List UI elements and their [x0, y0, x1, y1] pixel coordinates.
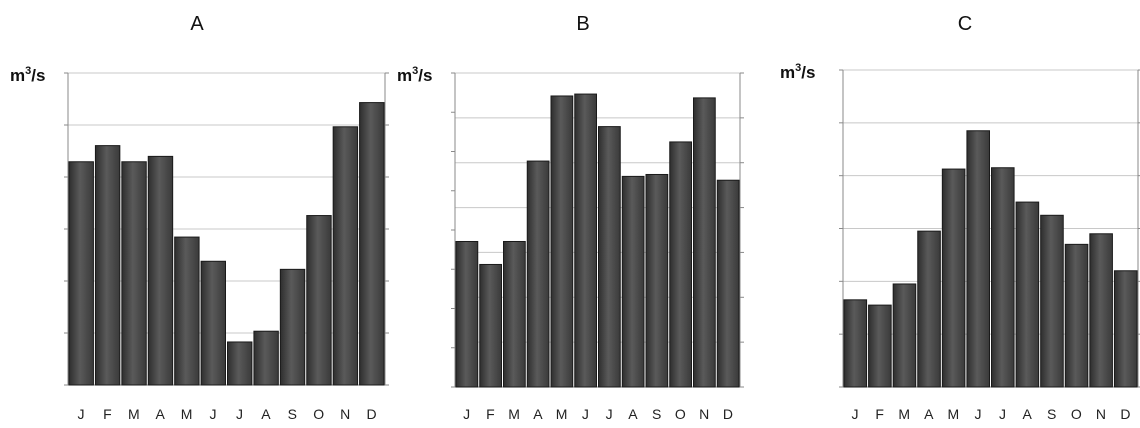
- x-tick-label: J: [582, 406, 590, 422]
- bar-6: [575, 94, 597, 387]
- x-tick-label: A: [1022, 406, 1032, 422]
- x-tick-label: M: [948, 406, 960, 422]
- y-axis-unit-label: m3/s: [780, 62, 815, 82]
- x-tick-label: D: [366, 406, 377, 422]
- bar-12: [1114, 271, 1137, 387]
- chart-title: B: [576, 13, 589, 35]
- x-tick-label: M: [181, 406, 193, 422]
- chart-title: C: [958, 13, 972, 35]
- x-tick-label: O: [1071, 406, 1082, 422]
- bar-12: [717, 180, 739, 387]
- chart-title: A: [190, 13, 204, 35]
- bar-5: [551, 96, 573, 387]
- bar-8: [1016, 202, 1039, 387]
- x-tick-label: M: [128, 406, 140, 422]
- bar-11: [1090, 234, 1113, 387]
- x-tick-label: A: [924, 406, 934, 422]
- x-tick-label: J: [606, 406, 614, 422]
- x-tick-label: J: [236, 406, 244, 422]
- x-tick-label: M: [898, 406, 910, 422]
- x-tick-label: S: [1047, 406, 1057, 422]
- bar-5: [175, 237, 199, 385]
- bar-9: [1041, 215, 1064, 387]
- x-tick-label: A: [533, 406, 543, 422]
- x-tick-label: N: [340, 406, 351, 422]
- chart-panel-c: Cm3/sJ F M A M J J A S O N D: [780, 13, 1140, 422]
- x-tick-label: S: [652, 406, 662, 422]
- bar-9: [646, 174, 668, 387]
- x-tick-label: N: [1096, 406, 1107, 422]
- bar-11: [333, 127, 357, 385]
- bar-10: [1065, 244, 1088, 387]
- bar-2: [480, 264, 502, 387]
- chart-panel-a: Am3/sJ F M A M J J A S O N D: [10, 13, 389, 422]
- bar-1: [69, 162, 93, 385]
- chart-panel-b: Bm3/sJ F M A M J J A S O N D: [397, 13, 744, 422]
- bar-5: [942, 169, 965, 387]
- x-tick-label: A: [156, 406, 166, 422]
- x-tick-label: F: [875, 406, 884, 422]
- bar-3: [122, 162, 146, 385]
- x-tick-label: F: [486, 406, 495, 422]
- bar-8: [622, 176, 644, 387]
- bar-10: [307, 216, 331, 385]
- x-tick-label: J: [463, 406, 471, 422]
- bar-9: [280, 269, 304, 385]
- bar-8: [254, 331, 278, 385]
- bar-10: [670, 142, 692, 387]
- x-tick-label: D: [723, 406, 734, 422]
- x-tick-label: N: [699, 406, 710, 422]
- x-tick-label: O: [313, 406, 324, 422]
- x-tick-label: A: [628, 406, 638, 422]
- x-tick-label: D: [1120, 406, 1131, 422]
- x-tick-label: M: [556, 406, 568, 422]
- x-tick-label: J: [852, 406, 860, 422]
- x-tick-label: J: [974, 406, 982, 422]
- bar-2: [95, 146, 119, 385]
- x-tick-label: S: [288, 406, 298, 422]
- bar-1: [456, 241, 478, 387]
- bar-7: [992, 168, 1015, 387]
- x-tick-label: J: [77, 406, 85, 422]
- bar-7: [599, 127, 621, 387]
- x-tick-label: M: [508, 406, 520, 422]
- x-tick-label: J: [999, 406, 1007, 422]
- bar-2: [869, 305, 892, 387]
- y-axis-unit-label: m3/s: [397, 65, 432, 85]
- bar-1: [844, 300, 867, 387]
- bar-11: [694, 98, 716, 387]
- bar-4: [148, 156, 172, 385]
- x-tick-label: F: [103, 406, 112, 422]
- bar-4: [918, 231, 941, 387]
- bar-4: [527, 161, 549, 387]
- bar-6: [201, 261, 225, 385]
- x-tick-label: O: [675, 406, 686, 422]
- bar-3: [893, 284, 916, 387]
- bar-6: [967, 131, 990, 387]
- bar-12: [360, 103, 384, 385]
- x-tick-label: A: [261, 406, 271, 422]
- y-axis-unit-label: m3/s: [10, 65, 45, 85]
- bar-3: [504, 241, 526, 387]
- x-tick-label: J: [210, 406, 218, 422]
- bar-7: [228, 342, 252, 385]
